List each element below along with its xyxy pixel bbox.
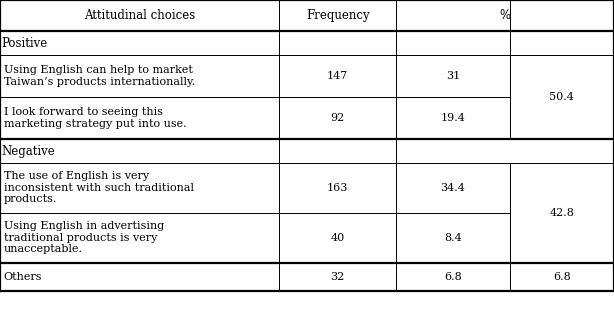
Text: %: %	[499, 9, 511, 22]
Text: 42.8: 42.8	[550, 208, 574, 218]
Text: 50.4: 50.4	[550, 92, 574, 102]
Text: The use of English is very
inconsistent with such traditional
products.: The use of English is very inconsistent …	[4, 171, 193, 204]
Text: Others: Others	[4, 272, 42, 282]
Text: I look forward to seeing this
marketing strategy put into use.: I look forward to seeing this marketing …	[4, 107, 186, 129]
Text: Positive: Positive	[2, 37, 48, 49]
Text: 8.4: 8.4	[444, 233, 462, 243]
Text: 92: 92	[330, 113, 345, 123]
Text: 6.8: 6.8	[553, 272, 570, 282]
Text: 31: 31	[446, 71, 460, 81]
Text: 147: 147	[327, 71, 348, 81]
Text: Attitudinal choices: Attitudinal choices	[84, 9, 195, 22]
Text: Using English can help to market
Taiwan’s products internationally.: Using English can help to market Taiwan’…	[4, 65, 195, 87]
Text: 163: 163	[327, 183, 348, 193]
Text: 40: 40	[330, 233, 345, 243]
Text: Frequency: Frequency	[306, 9, 370, 22]
Text: Using English in advertising
traditional products is very
unacceptable.: Using English in advertising traditional…	[4, 221, 164, 254]
Text: 19.4: 19.4	[440, 113, 465, 123]
Text: Negative: Negative	[2, 145, 56, 157]
Text: 32: 32	[330, 272, 345, 282]
Text: 6.8: 6.8	[444, 272, 462, 282]
Text: 34.4: 34.4	[440, 183, 465, 193]
